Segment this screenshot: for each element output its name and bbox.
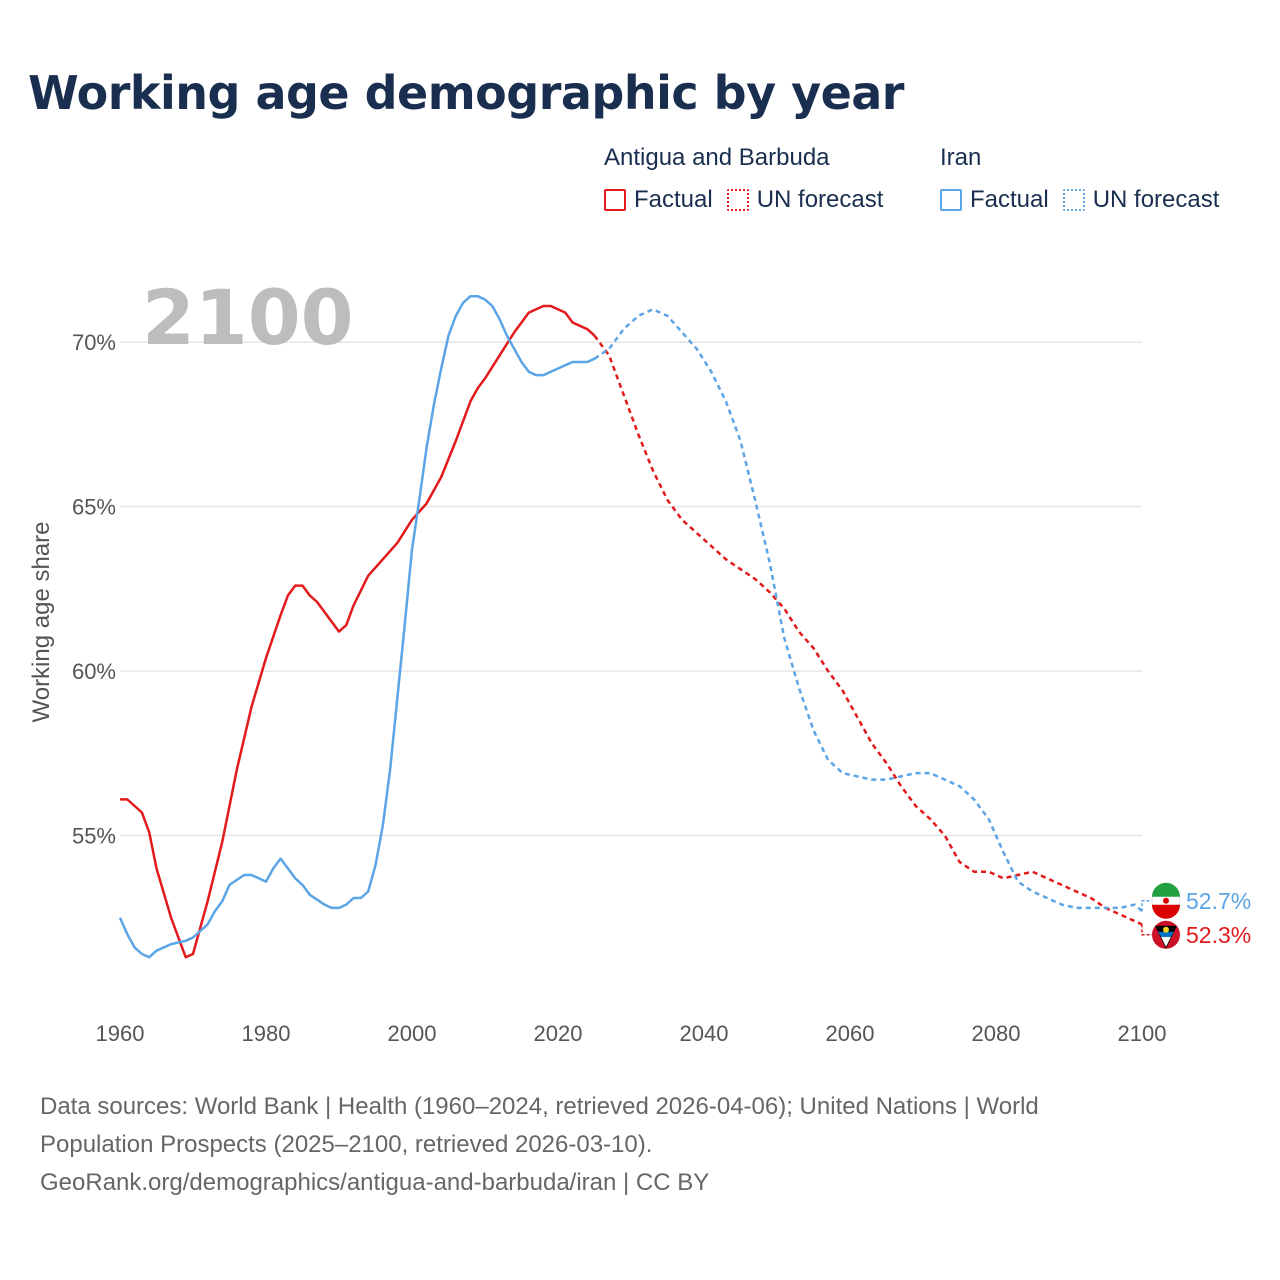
legend-swatch-dotted-icon [726, 189, 749, 211]
legend-item-forecast[interactable]: UN forecast [1062, 186, 1220, 214]
end-value-label: 52.3% [1186, 922, 1251, 948]
legend-item-factual[interactable]: Factual [604, 186, 713, 214]
y-tick-label: 60% [72, 659, 116, 684]
footer-sources: Data sources: World Bank | Health (1960–… [40, 1088, 1160, 1202]
legend-label: UN forecast [1092, 186, 1220, 213]
y-tick-label: 70% [72, 330, 116, 355]
x-tick-label: 2040 [680, 1021, 729, 1046]
y-tick-label: 65% [72, 495, 116, 520]
legend-label: UN forecast [756, 186, 884, 213]
x-tick-label: 2100 [1118, 1021, 1167, 1046]
legend-label: Factual [634, 186, 713, 213]
flag-antigua-icon [1152, 920, 1180, 949]
legend-swatch-solid-icon [604, 189, 626, 211]
x-tick-label: 2080 [972, 1021, 1021, 1046]
x-tick-label: 1980 [242, 1021, 291, 1046]
footer-line[interactable]: GeoRank.org/demographics/antigua-and-bar… [40, 1169, 710, 1196]
leader-line [1141, 900, 1152, 912]
legend-country-label: Antigua and Barbuda [604, 144, 830, 171]
legend-country-label: Iran [940, 144, 982, 171]
series-line-forecast [593, 308, 1143, 913]
x-tick-label: 2020 [534, 1021, 583, 1046]
series-line-factual [118, 294, 596, 959]
footer-line: Data sources: World Bank | Health (1960–… [40, 1093, 1039, 1120]
series-line-factual [120, 304, 596, 959]
chart-title: Working age demographic by year [28, 66, 905, 120]
leader-line [1141, 924, 1152, 936]
x-tick-label: 2000 [388, 1021, 437, 1046]
year-watermark: 2100 [142, 273, 354, 362]
legend-swatch-dotted-icon [1062, 189, 1085, 211]
legend-label: Factual [970, 186, 1049, 213]
footer-line: Population Prospects (2025–2100, retriev… [40, 1131, 653, 1158]
flag-iran-icon [1151, 882, 1181, 919]
legend-item-factual[interactable]: Factual [940, 186, 1049, 214]
legend-swatch-solid-icon [940, 189, 962, 211]
legend-group-antigua: Antigua and Barbuda Factual UN forecast [604, 144, 897, 214]
series-line-forecast [593, 334, 1143, 926]
legend-item-forecast[interactable]: UN forecast [726, 186, 884, 214]
end-value-label: 52.7% [1186, 888, 1251, 914]
x-tick-label: 2060 [826, 1021, 875, 1046]
x-tick-label: 1960 [96, 1021, 145, 1046]
y-tick-label: 55% [72, 824, 116, 849]
legend-group-iran: Iran Factual UN forecast [940, 144, 1233, 214]
